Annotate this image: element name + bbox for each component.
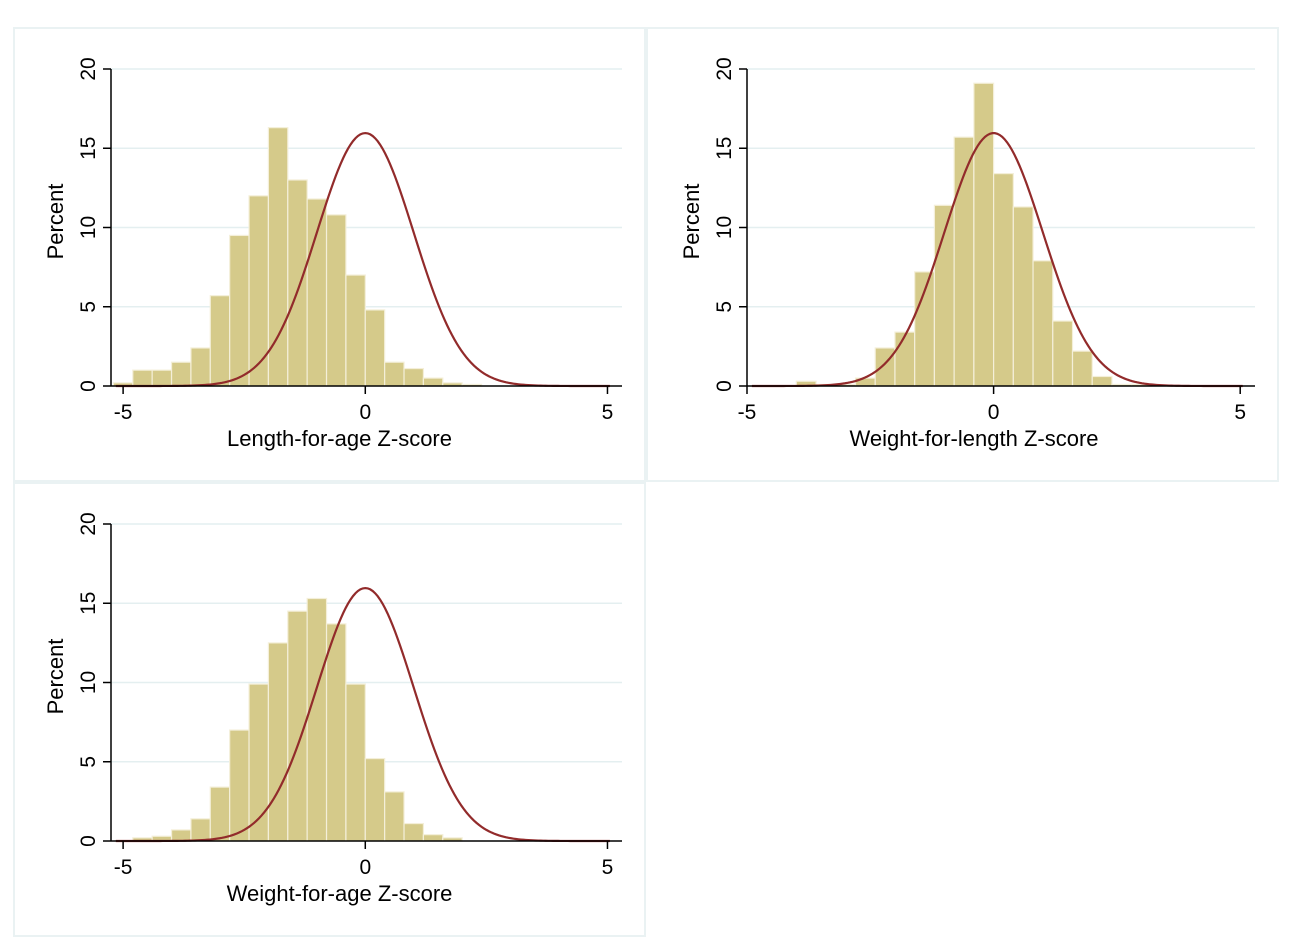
y-tick-label: 5 [713,301,736,313]
histogram-bar [874,347,896,387]
y-axis-title: Percent [679,184,704,260]
y-axis-title: Percent [43,639,68,715]
histogram-bar [1032,260,1054,387]
y-tick-label: 0 [77,380,100,392]
x-axis-title: Length-for-age Z-score [227,426,452,451]
histogram-bar [209,295,231,387]
x-tick-label: -5 [738,401,757,424]
histogram-bar [132,369,153,387]
x-tick-label: 5 [602,856,614,879]
normal-density-curve [751,132,1243,388]
histogram-svg: 0 5 10 15 20 -5 0 5 Length-for-age Z-score Percen… [43,57,622,451]
histogram-bar [170,829,192,842]
histogram-bar [248,195,270,387]
chart-panel-length-for-age: 0 5 10 15 20 -5 0 5 Length-for-age Z-score Percen… [13,27,646,482]
y-tick-label: 10 [713,216,736,239]
y-tick-label: 0 [713,380,736,392]
histogram-bar [422,377,444,387]
x-tick-label: 5 [1234,401,1246,424]
x-tick-label: 0 [359,401,371,424]
histogram-bar [384,361,405,387]
histogram-bar [325,214,347,387]
histogram-bar [384,791,405,842]
y-tick-label: 20 [77,512,100,535]
histogram-svg: 0 5 10 15 20 -5 0 5 Weight-for-age Z-score Percen… [43,512,622,906]
x-tick-label: -5 [114,401,133,424]
y-tick-label: 5 [77,756,100,768]
y-tick-label: 10 [77,671,100,694]
chart-panel-weight-for-age: 0 5 10 15 20 -5 0 5 Weight-for-age Z-score Percen… [13,482,646,937]
histogram-bar [151,369,173,387]
histogram-bar [345,683,366,842]
histogram-bar [403,367,425,387]
histogram-bar [190,818,211,842]
y-tick-label: 15 [713,137,736,160]
histogram-bar [403,822,425,842]
y-tick-label: 20 [77,57,100,80]
histogram-bar [267,642,289,842]
histogram-bar [1091,375,1113,387]
x-axis-title: Weight-for-length Z-score [849,426,1098,451]
histogram-bar [306,597,328,842]
y-tick-label: 15 [77,137,100,160]
histogram-bar [973,82,995,387]
histogram-bar [306,198,328,387]
histogram-bar [345,274,366,387]
histogram-bar [364,757,386,842]
y-tick-label: 5 [77,301,100,313]
histogram-bar [364,309,386,387]
histogram-bar [229,234,250,387]
histogram-bar [1012,206,1034,387]
histogram-bar [325,623,347,842]
histogram-bar [170,361,192,387]
y-tick-label: 15 [77,592,100,615]
y-tick-label: 20 [713,57,736,80]
histogram-bar [209,786,231,842]
histogram-bar [422,834,444,842]
x-tick-label: -5 [114,856,133,879]
histogram-bar [993,173,1014,387]
histogram-bar [1071,350,1093,387]
y-tick-label: 0 [77,835,100,847]
x-tick-label: 5 [602,401,614,424]
histogram-bar [190,347,211,387]
histogram-bar [894,331,916,387]
histogram-bar [1052,320,1074,387]
histogram-bar [229,729,250,842]
x-axis-title: Weight-for-age Z-score [227,881,453,906]
y-tick-label: 10 [77,216,100,239]
chart-panel-weight-for-length: 0 5 10 15 20 -5 0 5 Weight-for-length Z-score Per… [646,27,1279,482]
y-axis-title: Percent [43,184,68,260]
x-tick-label: 0 [359,856,371,879]
histogram-bar [287,179,308,387]
x-tick-label: 0 [988,401,1000,424]
